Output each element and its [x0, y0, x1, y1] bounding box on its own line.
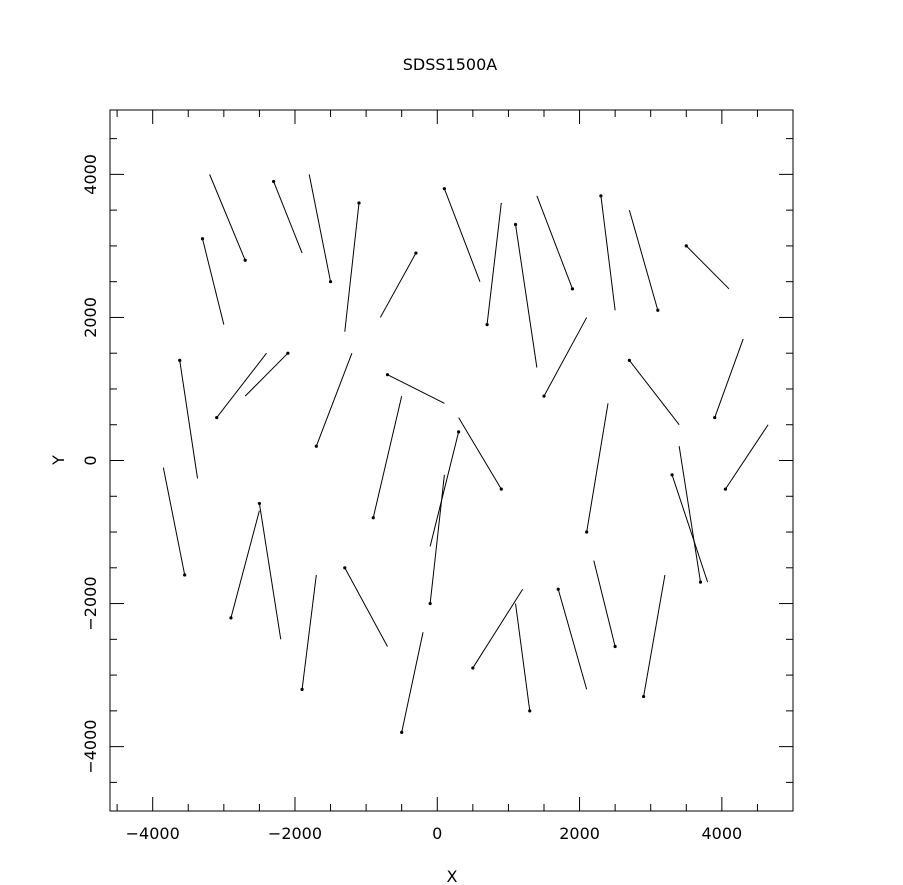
data-point	[442, 187, 446, 191]
data-point	[200, 237, 205, 241]
data-point	[183, 573, 187, 577]
data-point	[178, 358, 182, 362]
vector-line	[301, 574, 317, 690]
data-point	[272, 179, 276, 184]
data-point	[371, 516, 375, 520]
x-tick-label: −4000	[126, 824, 180, 843]
vector-line	[543, 317, 588, 397]
data-point	[428, 601, 432, 606]
vector-line	[372, 396, 403, 518]
vector-line	[678, 446, 702, 583]
data-point	[243, 258, 247, 262]
vector-line	[515, 224, 538, 368]
data-point	[684, 244, 688, 248]
vector-line	[209, 174, 246, 261]
y-tick-label: 4000	[81, 154, 100, 195]
vector-line	[458, 417, 502, 490]
vector-field	[162, 174, 769, 734]
data-point	[414, 251, 418, 255]
vector-line	[258, 503, 282, 640]
data-point	[713, 415, 717, 420]
data-point	[556, 587, 560, 591]
data-point	[641, 694, 646, 699]
data-point	[343, 566, 347, 570]
vector-line	[216, 352, 267, 418]
vector-line	[724, 424, 769, 490]
vector-line	[379, 252, 417, 318]
vector-line	[586, 403, 609, 533]
vector-line	[486, 202, 502, 325]
vector-line	[429, 474, 445, 604]
vector-line	[179, 360, 199, 479]
y-axis-label: Y	[49, 455, 68, 466]
x-tick-label: 2000	[559, 824, 600, 843]
vector-line	[401, 632, 424, 733]
x-tick-label: 0	[432, 824, 442, 843]
vector-line	[685, 245, 730, 290]
data-point	[314, 444, 318, 448]
plot-region	[162, 174, 769, 734]
data-point	[513, 222, 518, 227]
vector-line	[162, 467, 186, 576]
vector-line	[515, 603, 531, 711]
vector-line	[273, 181, 303, 254]
data-point	[499, 487, 503, 491]
data-point	[485, 322, 489, 327]
data-point	[385, 373, 390, 377]
data-point	[585, 530, 589, 534]
data-point	[656, 308, 660, 312]
vector-line	[202, 238, 225, 325]
x-axis: −4000 −2000 0 2000 4000	[116, 110, 794, 843]
vector-line	[671, 474, 709, 583]
data-point	[723, 487, 728, 491]
vector-line	[387, 374, 445, 404]
data-point	[457, 430, 461, 434]
vector-line	[230, 510, 260, 618]
data-point	[229, 616, 233, 620]
vector-line	[443, 188, 481, 282]
data-point	[627, 358, 631, 362]
y-tick-label: −4000	[81, 720, 100, 774]
vector-line	[714, 338, 744, 418]
data-point	[257, 501, 262, 506]
data-point	[570, 287, 575, 291]
vector-line	[472, 588, 524, 669]
data-point	[528, 709, 532, 713]
vector-line	[557, 589, 588, 690]
vector-line	[628, 210, 659, 311]
data-point	[357, 201, 361, 205]
data-point	[400, 730, 404, 734]
data-point	[613, 644, 617, 649]
vector-line	[344, 202, 360, 332]
data-point	[698, 580, 703, 584]
data-point	[471, 666, 475, 670]
vector-line	[593, 560, 616, 647]
data-point	[215, 415, 219, 420]
x-tick-label: 4000	[701, 824, 742, 843]
y-tick-label: −2000	[81, 576, 100, 630]
vector-line	[344, 567, 388, 647]
data-point	[328, 280, 333, 284]
chart-title: SDSS1500A	[403, 55, 498, 74]
data-point	[670, 473, 674, 477]
vector-line	[244, 352, 289, 397]
y-axis: −4000 −2000 0 2000 4000	[81, 138, 793, 783]
vector-line	[536, 195, 573, 290]
vector-line	[628, 360, 680, 426]
x-axis-label: X	[447, 867, 458, 885]
data-point	[599, 194, 603, 198]
x-tick-label: −2000	[268, 824, 322, 843]
vector-line	[315, 353, 353, 447]
data-point	[286, 351, 290, 355]
vector-line	[600, 195, 616, 311]
vector-line	[429, 431, 460, 547]
vector-line	[643, 574, 666, 697]
data-point	[300, 687, 304, 691]
vector-line	[308, 174, 332, 282]
y-tick-label: 2000	[81, 297, 100, 338]
y-tick-label: 0	[81, 455, 100, 465]
data-point	[542, 394, 546, 398]
